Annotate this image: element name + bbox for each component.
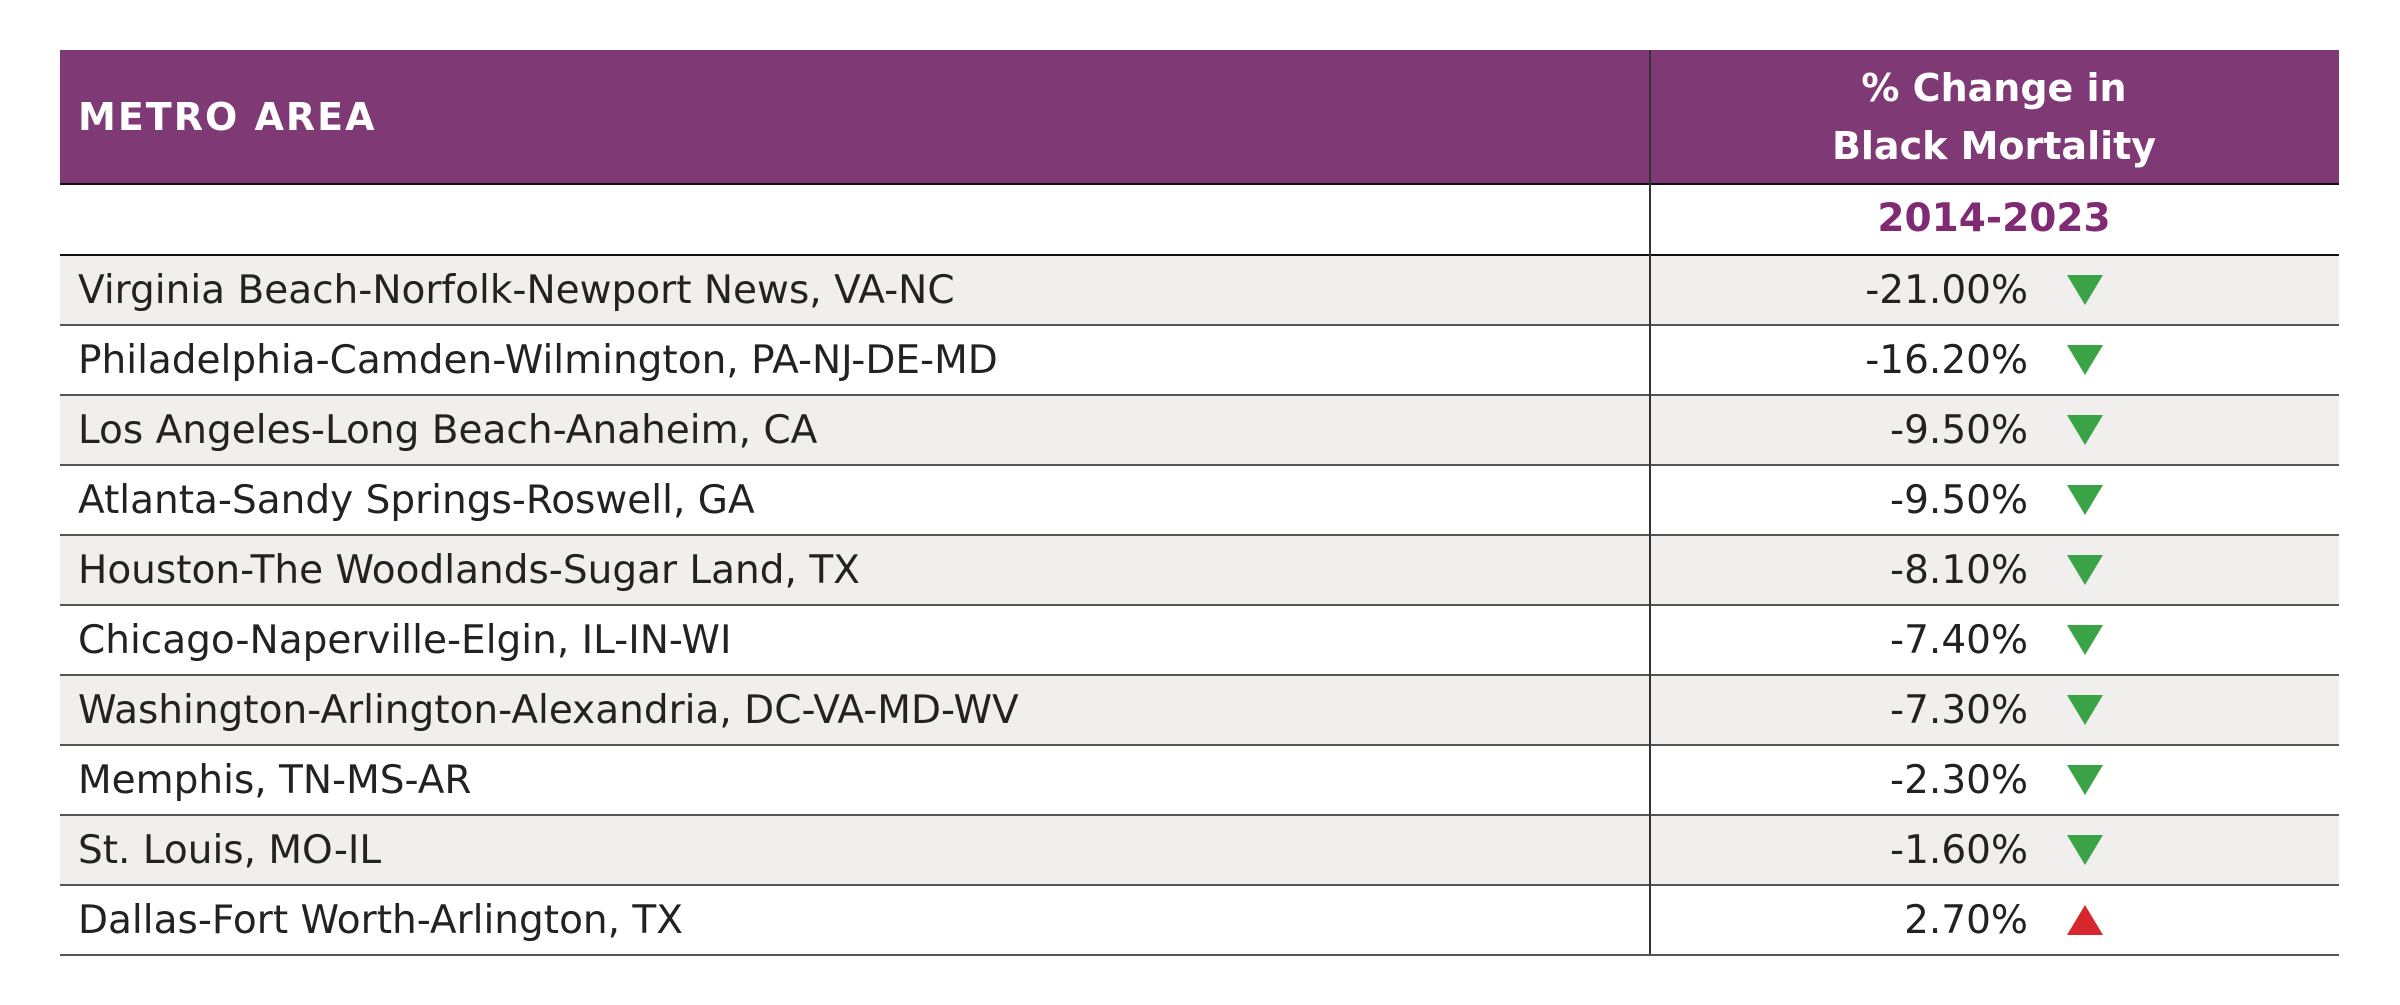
change-value: -8.10% — [1890, 547, 2028, 593]
arrow-shape — [2067, 625, 2103, 655]
change-value: -16.20% — [1865, 337, 2028, 383]
header-row: METRO AREA % Change in Black Mortality — [60, 50, 2339, 185]
change-value: -2.30% — [1890, 757, 2028, 803]
down-arrow — [2067, 555, 2103, 585]
table-row: Houston-The Woodlands-Sugar Land, TX -8.1… — [60, 536, 2339, 606]
metro-area: Washington-Arlington-Alexandria, DC-VA-M… — [78, 687, 1019, 733]
table-row: Atlanta-Sandy Springs-Roswell, GA -9.50% — [60, 466, 2339, 536]
down-arrow — [2067, 415, 2103, 445]
arrow-shape — [2067, 345, 2103, 375]
table-body: Virginia Beach-Norfolk-Newport News, VA-… — [60, 256, 2339, 956]
arrow-shape — [2067, 695, 2103, 725]
metro-area: Chicago-Naperville-Elgin, IL-IN-WI — [78, 617, 732, 663]
arrow-shape — [2067, 905, 2103, 935]
change-value: -21.00% — [1865, 267, 2028, 313]
down-arrow — [2067, 765, 2103, 795]
change-value: -7.40% — [1890, 617, 2028, 663]
metro-area: Philadelphia-Camden-Wilmington, PA-NJ-DE… — [78, 337, 998, 383]
table-row: Washington-Arlington-Alexandria, DC-VA-M… — [60, 676, 2339, 746]
metro-area: Dallas-Fort Worth-Arlington, TX — [78, 897, 683, 943]
table-row: St. Louis, MO-IL -1.60% — [60, 816, 2339, 886]
table-row: Dallas-Fort Worth-Arlington, TX 2.70% — [60, 886, 2339, 956]
metro-area: Atlanta-Sandy Springs-Roswell, GA — [78, 477, 755, 523]
arrow-shape — [2067, 765, 2103, 795]
metro-area: Memphis, TN-MS-AR — [78, 757, 472, 803]
arrow-shape — [2067, 415, 2103, 445]
metro-area: Houston-The Woodlands-Sugar Land, TX — [78, 547, 860, 593]
arrow-shape — [2067, 555, 2103, 585]
up-arrow — [2067, 905, 2103, 935]
down-arrow — [2067, 345, 2103, 375]
column-divider — [1649, 50, 1651, 954]
down-arrow — [2067, 275, 2103, 305]
down-arrow — [2067, 835, 2103, 865]
arrow-shape — [2067, 275, 2103, 305]
arrow-shape — [2067, 485, 2103, 515]
period-label: 2014-2023 — [1877, 196, 2111, 241]
metro-area: St. Louis, MO-IL — [78, 827, 382, 873]
subheader-row: 2014-2023 — [60, 185, 2339, 256]
change-value: -1.60% — [1890, 827, 2028, 873]
change-value: 2.70% — [1904, 897, 2028, 943]
change-value: -9.50% — [1890, 407, 2028, 453]
table-row: Virginia Beach-Norfolk-Newport News, VA-… — [60, 256, 2339, 326]
header-cell: % Change in Black Mortality — [1831, 65, 2157, 168]
table-row: Philadelphia-Camden-Wilmington, PA-NJ-DE… — [60, 326, 2339, 396]
down-arrow — [2067, 695, 2103, 725]
table-row: Los Angeles-Long Beach-Anaheim, CA -9.50% — [60, 396, 2339, 466]
change-value: -7.30% — [1890, 687, 2028, 733]
table-row: Memphis, TN-MS-AR -2.30% — [60, 746, 2339, 816]
metro-area: Los Angeles-Long Beach-Anaheim, CA — [78, 407, 818, 453]
down-arrow — [2067, 485, 2103, 515]
header-cell: METRO AREA — [78, 94, 377, 139]
change-value: -9.50% — [1890, 477, 2028, 523]
down-arrow — [2067, 625, 2103, 655]
metro-area: Virginia Beach-Norfolk-Newport News, VA-… — [78, 267, 955, 313]
table: METRO AREA % Change in Black Mortality 2… — [60, 50, 2339, 956]
arrow-shape — [2067, 835, 2103, 865]
table-row: Chicago-Naperville-Elgin, IL-IN-WI -7.40% — [60, 606, 2339, 676]
